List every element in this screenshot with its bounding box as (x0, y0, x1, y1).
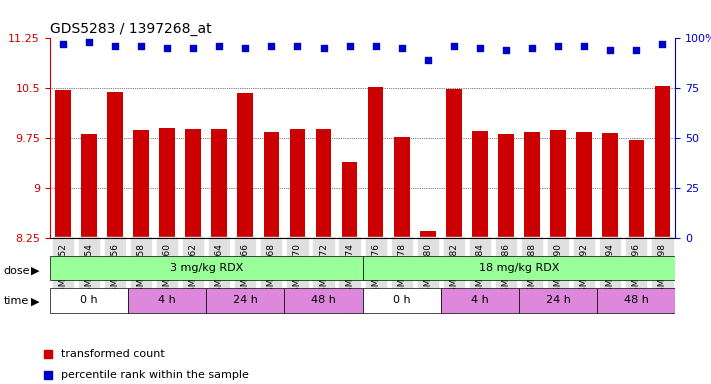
Point (135, 43, 146, 50)
Bar (441, 288, 519, 313)
Point (292, 43, 303, 50)
Bar (128, 288, 206, 313)
Bar (289, 129, 305, 238)
Bar (107, 92, 123, 238)
Point (161, 45, 173, 51)
Bar (237, 93, 253, 238)
Point (240, 45, 251, 51)
Bar (206, 288, 284, 313)
Text: time: time (4, 296, 29, 306)
Text: 3 mg/kg RDX: 3 mg/kg RDX (169, 263, 243, 273)
Point (501, 47, 512, 53)
Point (370, 43, 381, 50)
Text: 18 mg/kg RDX: 18 mg/kg RDX (479, 263, 560, 273)
Point (213, 43, 225, 50)
Text: ▶: ▶ (31, 266, 39, 276)
Point (579, 43, 590, 50)
Bar (602, 133, 618, 238)
Bar (363, 256, 675, 280)
Point (344, 43, 356, 50)
Bar (316, 129, 331, 238)
Point (266, 43, 277, 50)
Bar (655, 86, 670, 238)
Text: 24 h: 24 h (546, 295, 570, 306)
Point (109, 43, 121, 50)
Bar (394, 137, 410, 238)
Bar (55, 90, 70, 238)
Bar (133, 129, 149, 238)
Text: 48 h: 48 h (624, 295, 648, 306)
Bar (81, 134, 97, 238)
Bar (446, 89, 461, 238)
Bar (498, 134, 514, 238)
Point (466, 86, 478, 92)
Bar (186, 129, 201, 238)
Text: GDS5283 / 1397268_at: GDS5283 / 1397268_at (50, 22, 211, 36)
Point (604, 47, 616, 53)
Text: ▶: ▶ (31, 296, 39, 306)
Point (466, 274, 478, 280)
Bar (211, 129, 227, 238)
Text: percentile rank within the sample: percentile rank within the sample (61, 370, 249, 380)
Bar (577, 132, 592, 238)
Text: 48 h: 48 h (311, 295, 336, 306)
Bar (629, 140, 644, 238)
Point (318, 45, 329, 51)
Bar (50, 288, 128, 313)
Bar (420, 232, 436, 238)
Point (188, 45, 199, 51)
Point (83, 39, 95, 45)
Bar (524, 132, 540, 238)
Point (396, 45, 407, 51)
Text: 24 h: 24 h (233, 295, 257, 306)
Bar (264, 132, 279, 238)
Text: transformed count: transformed count (61, 349, 165, 359)
Text: 0 h: 0 h (393, 295, 410, 306)
Point (552, 43, 564, 50)
Point (422, 57, 434, 63)
Point (526, 45, 538, 51)
Bar (50, 256, 363, 280)
Point (474, 45, 486, 51)
Point (631, 47, 642, 53)
Bar (342, 162, 358, 238)
Point (657, 41, 668, 48)
Bar (368, 87, 383, 238)
Bar (159, 127, 175, 238)
Bar (363, 288, 441, 313)
Bar (519, 288, 597, 313)
Bar (550, 129, 566, 238)
Text: 4 h: 4 h (159, 295, 176, 306)
Bar (597, 288, 675, 313)
Point (57, 41, 68, 48)
Text: 0 h: 0 h (80, 295, 97, 306)
Text: 4 h: 4 h (471, 295, 488, 306)
Text: dose: dose (4, 266, 30, 276)
Point (448, 43, 459, 50)
Bar (284, 288, 363, 313)
Bar (472, 131, 488, 238)
